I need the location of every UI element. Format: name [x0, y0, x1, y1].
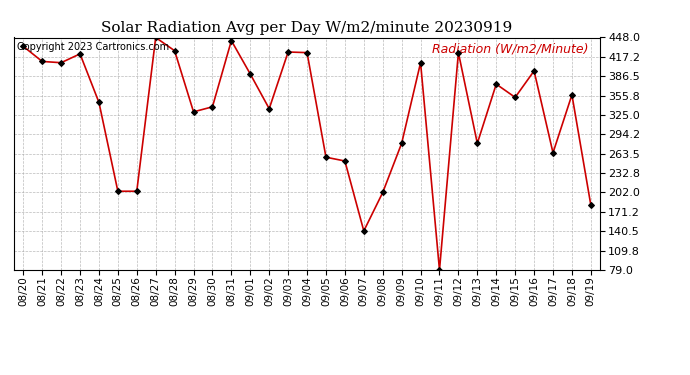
Point	[131, 188, 142, 194]
Point	[150, 34, 161, 40]
Point	[529, 68, 540, 74]
Point	[415, 60, 426, 66]
Point	[472, 140, 483, 146]
Point	[302, 50, 313, 55]
Text: Radiation (W/m2/Minute): Radiation (W/m2/Minute)	[432, 42, 589, 55]
Point	[264, 106, 275, 112]
Point	[339, 158, 351, 164]
Point	[358, 228, 369, 234]
Point	[510, 94, 521, 100]
Point	[283, 49, 294, 55]
Point	[453, 50, 464, 55]
Point	[18, 44, 29, 50]
Point	[396, 140, 407, 146]
Point	[112, 188, 124, 194]
Point	[377, 189, 388, 195]
Point	[75, 51, 86, 57]
Point	[188, 109, 199, 115]
Point	[226, 38, 237, 44]
Point	[491, 81, 502, 87]
Point	[547, 150, 558, 156]
Point	[169, 48, 180, 54]
Text: Copyright 2023 Cartronics.com: Copyright 2023 Cartronics.com	[17, 42, 169, 52]
Point	[320, 154, 331, 160]
Point	[93, 99, 104, 105]
Point	[37, 58, 48, 64]
Point	[566, 92, 578, 98]
Point	[585, 202, 596, 208]
Point	[245, 71, 256, 77]
Point	[207, 104, 218, 110]
Point	[434, 267, 445, 273]
Title: Solar Radiation Avg per Day W/m2/minute 20230919: Solar Radiation Avg per Day W/m2/minute …	[101, 21, 513, 35]
Point	[56, 60, 67, 66]
